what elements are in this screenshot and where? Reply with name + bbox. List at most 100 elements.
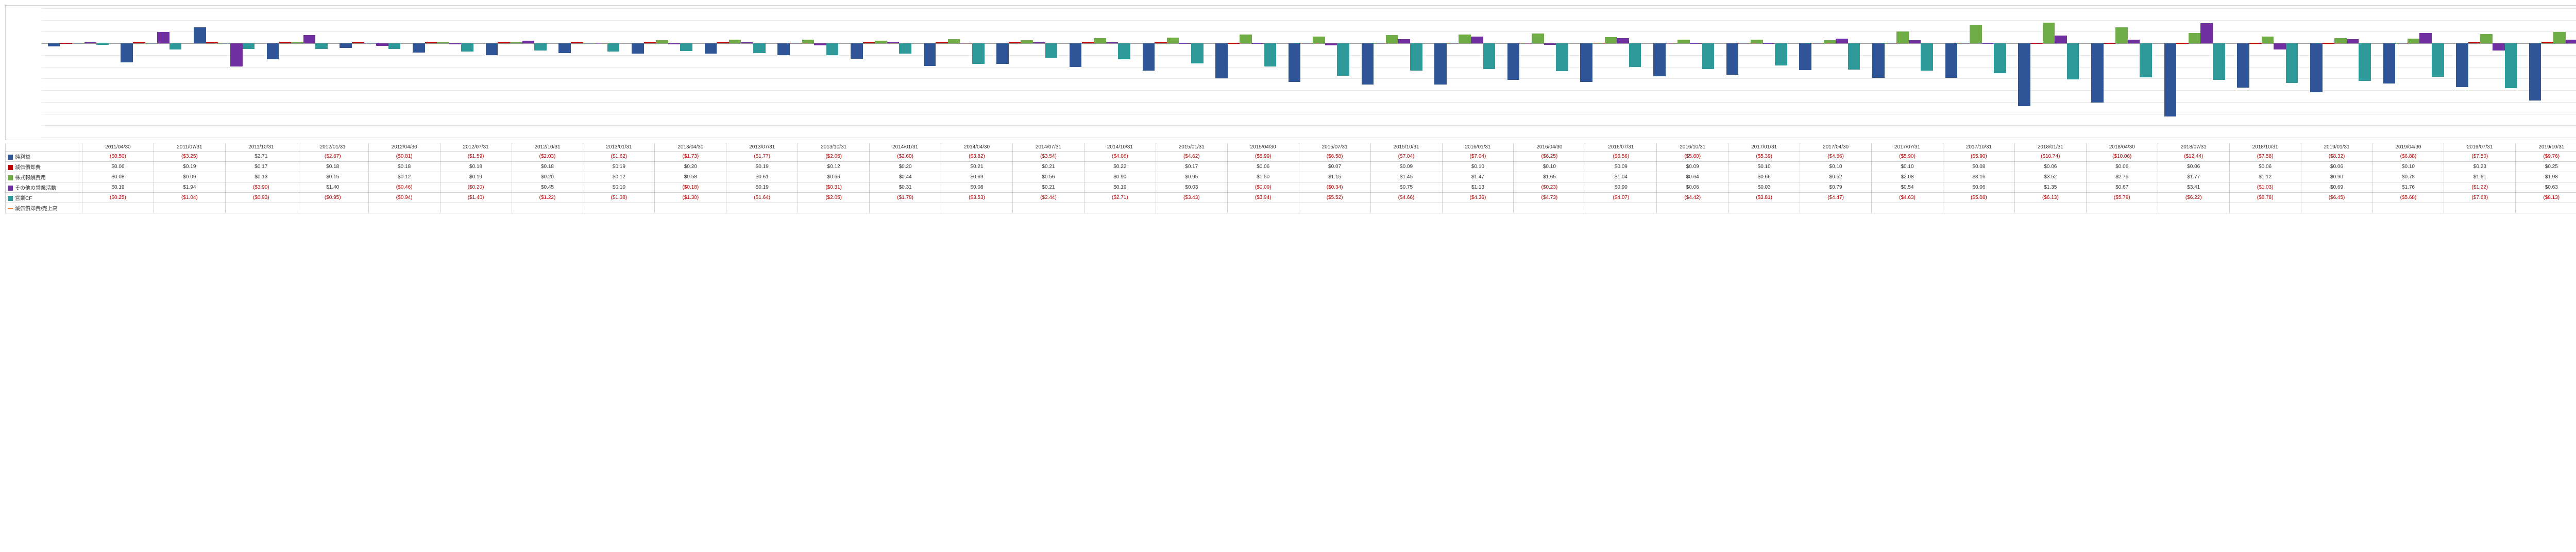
bar-operating_cf — [753, 43, 766, 53]
data-cell-empty — [1084, 203, 1156, 213]
data-cell: ($4.36) — [1442, 193, 1514, 203]
data-cell-empty — [1370, 203, 1442, 213]
bar-net_income — [2091, 43, 2104, 102]
bar-operating_cf — [534, 43, 547, 51]
bar-stock_comp — [2334, 38, 2347, 43]
bar-stock_comp — [2115, 27, 2128, 43]
data-cell-empty — [2444, 203, 2516, 213]
bar-operating_cf — [315, 43, 328, 49]
bar-net_income — [2164, 43, 2177, 116]
bar-other_ops — [376, 43, 388, 46]
data-cell: ($5.68) — [2372, 193, 2444, 203]
bar-operating_cf — [1921, 43, 1933, 71]
data-cell: ($4.06) — [1084, 152, 1156, 162]
data-cell-empty — [1442, 203, 1514, 213]
bar-depreciation — [1155, 42, 1167, 43]
data-cell: $0.19 — [726, 182, 798, 193]
data-cell: $3.41 — [2158, 182, 2229, 193]
data-cell: $1.45 — [1370, 172, 1442, 182]
data-cell: ($3.94) — [1227, 193, 1299, 203]
data-cell: ($0.34) — [1299, 182, 1370, 193]
data-cell: $0.25 — [2516, 162, 2576, 172]
category-header: 2012/01/31 — [297, 143, 368, 152]
bar-operating_cf — [2067, 43, 2079, 79]
bar-depreciation — [2104, 43, 2116, 44]
bar-net_income — [1434, 43, 1447, 85]
data-cell-empty — [1156, 203, 1227, 213]
bar-net_income — [1872, 43, 1885, 78]
table-row-depreciation: 減価償却費$0.06$0.19$0.17$0.18$0.18$0.18$0.18… — [6, 162, 2576, 172]
bar-operating_cf — [899, 43, 911, 54]
data-cell: $0.12 — [368, 172, 440, 182]
bar-stock_comp — [1532, 34, 1544, 43]
data-cell-empty — [1299, 203, 1370, 213]
table-row-net_income: 純利益($0.50)($3.25)$2.71($2.67)($0.81)($1.… — [6, 152, 2576, 162]
bar-other_ops — [1909, 40, 1921, 43]
bar-net_income — [1143, 43, 1155, 71]
bar-net_income — [705, 43, 717, 54]
bar-other_ops — [157, 32, 170, 43]
category-header: 2014/10/31 — [1084, 143, 1156, 152]
data-cell: $1.94 — [154, 182, 225, 193]
data-cell-empty — [1585, 203, 1657, 213]
data-cell-empty — [2301, 203, 2372, 213]
chart: $6$4$2$0($2)($4)($6)($8)($10)($12)($14)(… — [5, 5, 2576, 140]
bar-net_income — [1289, 43, 1301, 82]
data-cell: ($1.59) — [440, 152, 512, 162]
data-cell: $1.50 — [1227, 172, 1299, 182]
category-header: 2017/01/31 — [1728, 143, 1800, 152]
data-cell: ($8.32) — [2301, 152, 2372, 162]
bar-stock_comp — [802, 40, 815, 44]
bar-operating_cf — [1337, 43, 1349, 76]
data-cell-empty — [2372, 203, 2444, 213]
data-cell: $0.63 — [2516, 182, 2576, 193]
bar-other_ops — [2419, 33, 2432, 43]
data-cell: ($1.77) — [726, 152, 798, 162]
data-cell: $0.08 — [1943, 162, 2014, 172]
category-header: 2011/10/31 — [225, 143, 297, 152]
data-cell: $0.17 — [225, 162, 297, 172]
bar-operating_cf — [607, 43, 620, 52]
data-cell: $1.15 — [1299, 172, 1370, 182]
bar-net_income — [1799, 43, 1811, 70]
bar-depreciation — [1082, 42, 1094, 44]
bar-operating_cf — [1118, 43, 1130, 59]
data-cell: ($4.63) — [1872, 193, 1943, 203]
bar-operating_cf — [2359, 43, 2371, 81]
bar-stock_comp — [2043, 23, 2055, 43]
data-cell: $1.65 — [1514, 172, 1585, 182]
data-cell-empty — [512, 203, 583, 213]
data-cell: $0.18 — [368, 162, 440, 172]
category-header: 2012/04/30 — [368, 143, 440, 152]
bar-depreciation — [2323, 43, 2335, 44]
data-cell-empty — [583, 203, 655, 213]
category-header: 2018/01/31 — [2014, 143, 2086, 152]
bar-stock_comp — [656, 40, 668, 44]
data-cell: $0.09 — [1585, 162, 1657, 172]
data-cell: $0.10 — [1800, 162, 1872, 172]
category-header: 2014/07/31 — [1012, 143, 1084, 152]
data-cell: $1.98 — [2516, 172, 2576, 182]
table-row-other_ops: その他の営業活動$0.19$1.94($3.90)$1.40($0.46)($0… — [6, 182, 2576, 193]
bar-other_ops — [1033, 42, 1045, 43]
data-cell: ($7.04) — [1442, 152, 1514, 162]
data-cell-empty — [368, 203, 440, 213]
data-cell: $3.16 — [1943, 172, 2014, 182]
bar-depreciation — [60, 43, 72, 44]
data-cell: ($3.81) — [1728, 193, 1800, 203]
bar-stock_comp — [2189, 33, 2201, 43]
data-cell: $0.20 — [655, 162, 726, 172]
bar-other_ops — [449, 43, 462, 44]
data-cell: $1.35 — [2014, 182, 2086, 193]
bar-net_income — [924, 43, 936, 65]
data-cell: $0.18 — [440, 162, 512, 172]
data-cell-empty — [1227, 203, 1299, 213]
category-header: 2013/01/31 — [583, 143, 655, 152]
data-cell-empty — [1872, 203, 1943, 213]
data-cell: ($7.50) — [2444, 152, 2516, 162]
category-header: 2014/04/30 — [941, 143, 1013, 152]
bar-net_income — [267, 43, 279, 59]
data-cell: $0.19 — [154, 162, 225, 172]
bar-operating_cf — [1848, 43, 1860, 70]
data-cell: ($8.13) — [2516, 193, 2576, 203]
